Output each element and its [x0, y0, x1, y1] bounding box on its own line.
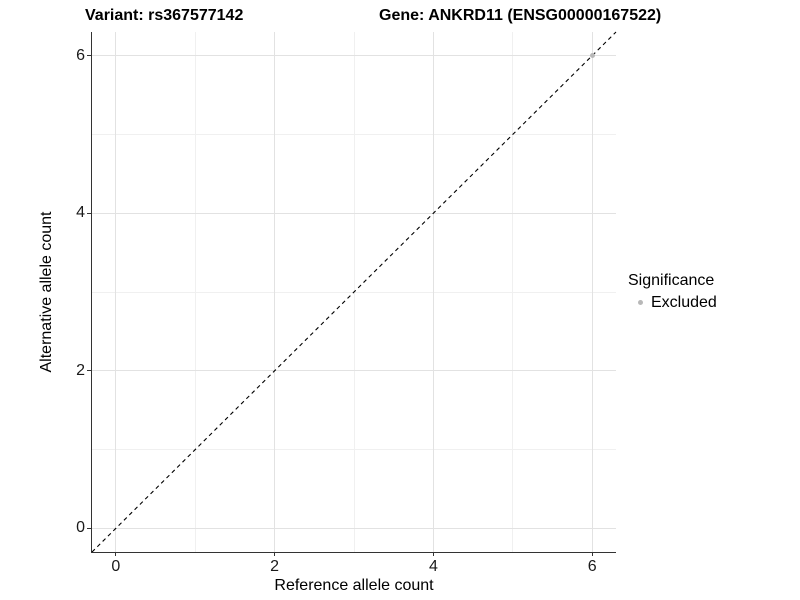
legend-title: Significance	[628, 272, 715, 289]
x-gridline	[115, 32, 117, 552]
legend-entry: Excluded	[628, 293, 717, 312]
x-tick-label: 4	[428, 558, 438, 575]
x-axis-tick	[432, 552, 434, 556]
plot-title-variant: Variant: rs367577142	[85, 7, 244, 24]
y-tick-label: 4	[76, 204, 85, 222]
data-point	[589, 53, 595, 59]
x-tick-label: 2	[270, 558, 280, 575]
y-axis-title: Alternative allele count	[38, 211, 55, 373]
plot-title-gene: Gene: ANKRD11 (ENSG00000167522)	[379, 7, 662, 24]
y-axis-tick	[87, 370, 91, 372]
y-gridline	[92, 212, 616, 214]
y-axis-tick	[87, 55, 91, 57]
x-axis-tick	[591, 552, 593, 556]
x-gridline	[274, 32, 276, 552]
legend-key-dot-icon	[638, 300, 643, 305]
identity-reference-line	[91, 31, 617, 553]
legend-entry-label: Excluded	[651, 294, 717, 311]
x-gridline	[591, 32, 593, 552]
y-gridline	[92, 133, 616, 135]
plot-panel: 0 2 4 6 0 2 4 6	[76, 31, 617, 575]
y-tick-label: 0	[76, 519, 85, 537]
y-gridline	[92, 55, 616, 57]
y-axis-tick	[87, 212, 91, 214]
y-tick-label: 6	[76, 46, 85, 64]
x-axis-title: Reference allele count	[274, 577, 434, 594]
y-gridline	[92, 527, 616, 529]
x-gridline	[432, 32, 434, 552]
x-gridline	[512, 32, 514, 552]
y-axis-tick	[87, 527, 91, 529]
y-tick-label: 2	[76, 361, 85, 379]
x-tick-label: 0	[111, 558, 121, 575]
x-axis-tick	[274, 552, 276, 556]
y-gridline	[92, 370, 616, 372]
legend-entries: Excluded	[628, 293, 717, 312]
x-axis-tick	[115, 552, 117, 556]
legend: Significance Excluded	[628, 271, 717, 312]
x-tick-label: 6	[587, 558, 597, 575]
